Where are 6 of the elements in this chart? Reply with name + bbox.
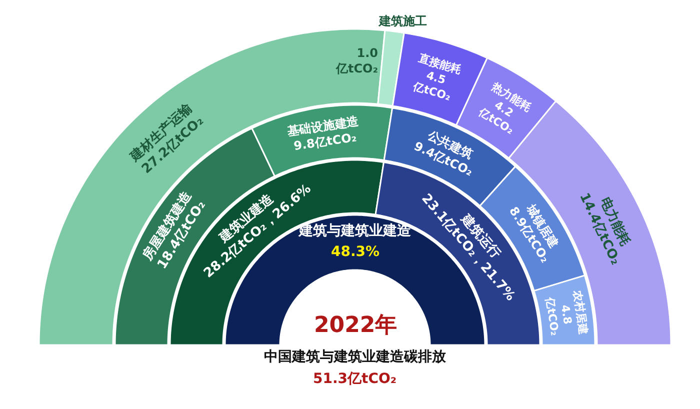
data-label: 1.0亿tCO₂ bbox=[335, 46, 378, 76]
text: 2022年 bbox=[314, 313, 398, 338]
text: 中国建筑与建筑业建造碳排放 bbox=[264, 349, 447, 365]
text: 51.3亿tCO₂ bbox=[313, 371, 397, 387]
data-label: 48.3% bbox=[331, 244, 380, 260]
category-label: 建筑施工 bbox=[378, 14, 427, 28]
